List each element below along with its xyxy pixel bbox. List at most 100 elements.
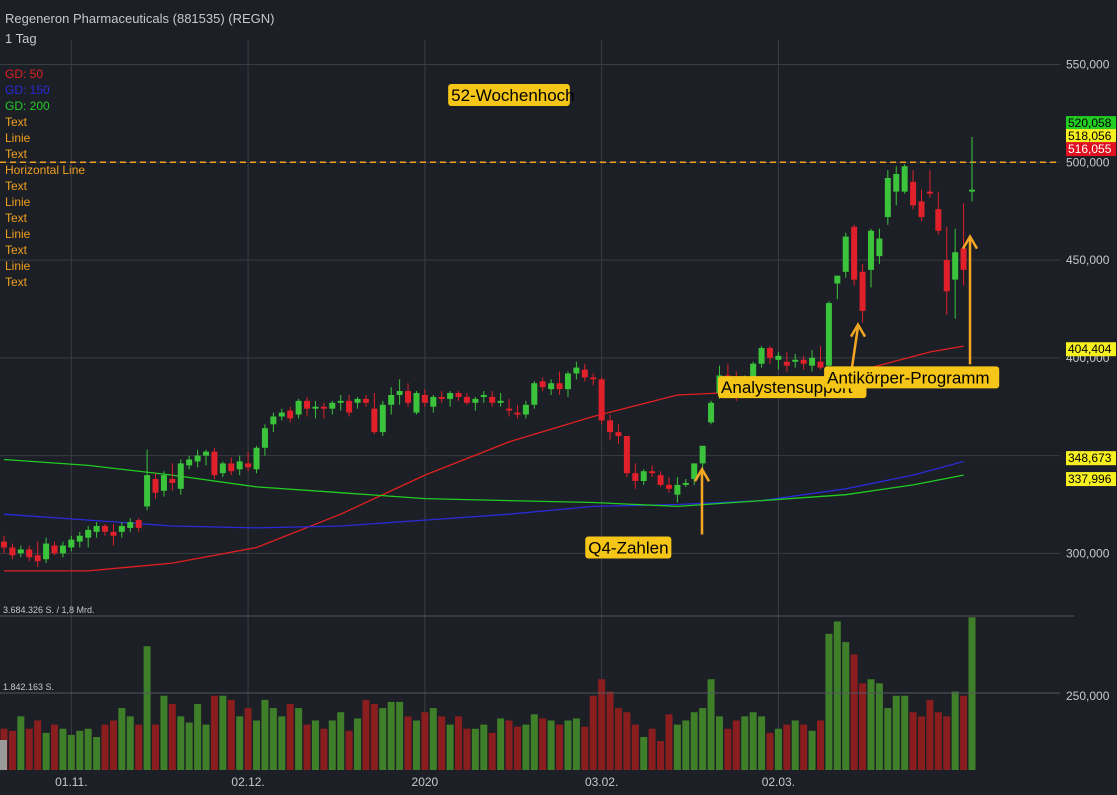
volume-bar [960,695,968,770]
volume-bar [951,691,959,770]
candle-body [186,459,193,466]
candle-body [632,473,639,482]
candle-body [346,400,353,413]
legend-item[interactable]: Text [5,275,28,289]
volume-bar [724,728,732,770]
price-tag [1066,142,1116,157]
candle-body [842,236,849,272]
legend-item[interactable]: Text [5,147,28,161]
volume-bar [673,724,681,770]
volume-bar [51,724,59,770]
volume-bar [690,712,698,770]
volume-bar [236,716,244,770]
volume-bar [59,728,67,770]
volume-bar [143,646,151,770]
legend-item[interactable]: Text [5,243,28,257]
legend-item[interactable]: GD: 50 [5,67,44,81]
candle-body [539,381,546,388]
candle-body [472,398,479,403]
volume-bar [93,736,101,770]
volume-bar [345,730,353,770]
legend-item[interactable]: Linie [5,259,31,273]
candle-body [169,479,176,483]
indicator-legend[interactable]: GD: 50 GD: 150 GD: 200 Text Linie Text Horizon… [5,66,85,290]
volume-bar [539,718,547,770]
candle-body [219,463,226,474]
volume-bar [606,691,614,770]
x-tick-label: 03.02. [585,775,618,789]
candle-body [918,201,925,218]
volume-bar [101,724,109,770]
volume-bar [741,716,749,770]
candle-body [463,396,470,403]
volume-bar [463,728,471,770]
volume-bar [438,716,446,770]
candle-body [320,406,327,409]
legend-item[interactable]: Linie [5,227,31,241]
volume-bar [421,712,429,770]
volume-bar [152,724,160,770]
volume-bar [488,732,496,770]
candle-body [295,400,302,415]
legend-item[interactable]: Text [5,179,28,193]
candle-body [817,361,824,368]
volume-top-label: 3.684.326 S. / 1,8 Mrd. [3,605,95,615]
candle-body [867,230,874,270]
candle-body [910,181,917,206]
volume-bar [800,724,808,770]
candle-body [901,166,908,192]
legend-item[interactable]: GD: 200 [5,99,50,113]
candle-body [194,455,201,462]
volume-bar [614,708,622,770]
candle-body [581,369,588,378]
candle-body [682,482,689,485]
price-tag-label: 516,055 [1068,142,1112,156]
volume-bar [303,724,311,770]
volume-bar [589,695,597,770]
candle-body [405,391,412,403]
candle-body [118,525,125,532]
annotation-label-text: Antikörper-Programm [827,368,990,387]
volume-bar [699,708,707,770]
candle-body [623,436,630,474]
price-tag-label: 337,996 [1068,472,1112,486]
volume-bar [791,720,799,770]
candle-body [556,383,563,390]
volume-bar [295,708,303,770]
legend-item[interactable]: GD: 150 [5,83,50,97]
candle-body [792,359,799,362]
instrument-title: Regeneron Pharmaceuticals (881535) (REGN… [5,11,275,26]
volume-bar [926,699,934,770]
legend-item[interactable]: Linie [5,131,31,145]
volume-bar [505,720,513,770]
volume-bar [168,703,176,770]
volume-bar [202,724,210,770]
annotation-arrow-head [849,322,867,338]
candle-body [514,412,521,415]
legend-item[interactable]: Text [5,115,28,129]
candle-body [884,177,891,218]
y-tick-label: 250,000 [1066,689,1110,703]
volume-bar [471,728,479,770]
volume-bar [286,703,294,770]
price-tag [1066,129,1116,144]
price-tag [1066,342,1116,357]
candle-body [312,406,319,409]
volume-bar [623,712,631,770]
candle-body [766,348,773,358]
legend-item[interactable]: Linie [5,195,31,209]
volume-bar [842,642,850,770]
legend-item[interactable]: Text [5,211,28,225]
volume-bar [943,716,951,770]
legend-item[interactable]: Horizontal Line [5,163,86,177]
candle-body [430,396,437,407]
candle-body [110,531,117,536]
volume-bar [556,724,564,770]
candle-body [691,463,698,480]
volume-bar [387,701,395,770]
volume-bar [362,699,370,770]
x-tick-label: 2020 [412,775,439,789]
volume-bar [17,716,25,770]
